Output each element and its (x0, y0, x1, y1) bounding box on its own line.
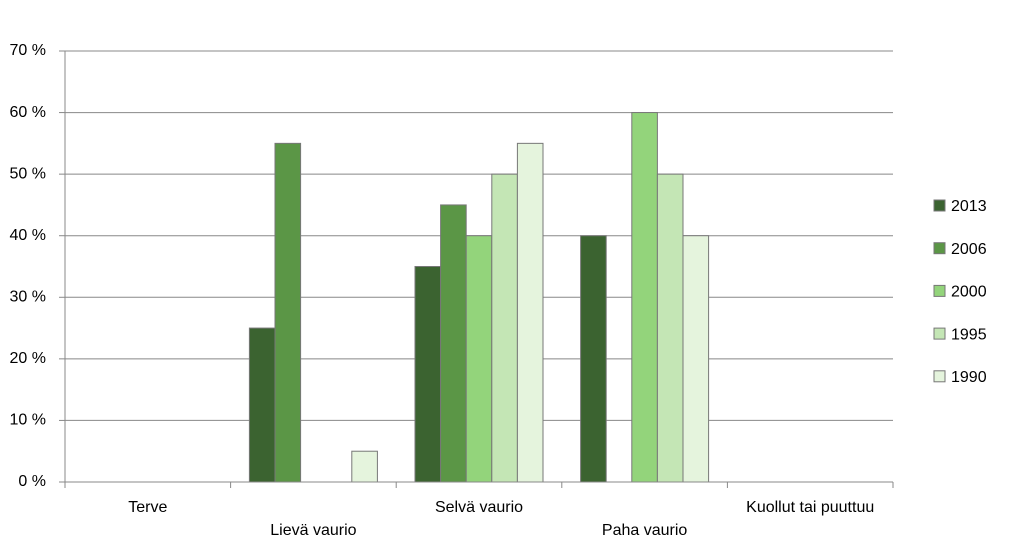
x-tick-label: Lievä vaurio (270, 522, 356, 539)
bar (440, 204, 467, 483)
bar (414, 266, 442, 483)
legend-swatch (933, 284, 946, 297)
y-tick-label: 40 % (10, 227, 46, 244)
y-tick-label: 50 % (10, 165, 46, 182)
bar (656, 173, 684, 483)
legend-label: 2000 (951, 284, 987, 301)
bar (248, 327, 276, 483)
bar (274, 142, 302, 483)
legend-swatch (933, 370, 946, 383)
y-tick-label: 30 % (10, 289, 46, 306)
bar (682, 235, 710, 483)
legend-label: 1990 (951, 369, 987, 386)
y-tick-label: 0 % (18, 473, 46, 490)
legend-swatch (933, 199, 946, 212)
legend-swatch (933, 327, 946, 340)
legend-label: 1995 (951, 326, 987, 343)
bar (465, 235, 493, 483)
bar (491, 173, 518, 483)
x-tick-label: Paha vaurio (602, 522, 687, 539)
x-tick-label: Terve (128, 499, 167, 516)
x-tick-label: Kuollut tai puuttuu (746, 499, 874, 516)
bar (516, 142, 544, 483)
y-tick-label: 10 % (10, 412, 46, 429)
x-tick-label: Selvä vaurio (435, 499, 523, 516)
y-tick-label: 70 % (10, 42, 46, 59)
bar (580, 235, 607, 483)
bar (631, 112, 658, 483)
legend-label: 2006 (951, 241, 987, 258)
legend-label: 2013 (951, 198, 987, 215)
legend-swatch (933, 242, 946, 255)
y-tick-label: 20 % (10, 350, 46, 367)
y-tick-label: 60 % (10, 104, 46, 121)
bar (351, 450, 378, 483)
